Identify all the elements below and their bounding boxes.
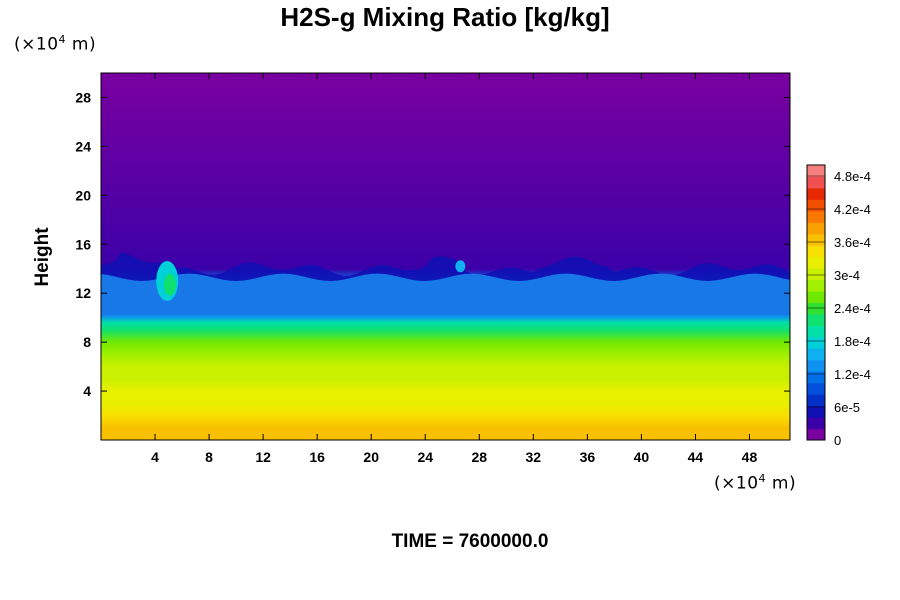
- colorbar: 0 6e-5 1.2e-4 1.8e-4 2.4e-4 3e-4 3.6e-4 4.2e-4 4…: [806, 164, 871, 448]
- colorbar-tick-label: 6e-5: [834, 400, 860, 415]
- x-tick-label: 44: [688, 449, 704, 465]
- colorbar-segment: [807, 359, 825, 372]
- colorbar-segment: [807, 382, 825, 395]
- x-tick-label: 4: [151, 449, 159, 465]
- colorbar-segment: [807, 348, 825, 361]
- x-tick-label: 12: [255, 449, 271, 465]
- y-tick-label: 28: [75, 89, 91, 105]
- y-axis-ticks: 4 8 12 16 20 24 28: [75, 89, 790, 399]
- chart-title: H2S-g Mixing Ratio [kg/kg]: [280, 2, 610, 32]
- colorbar-tick-label: 4.2e-4: [834, 202, 871, 217]
- colorbar-segment: [807, 325, 825, 338]
- y-tick-label: 20: [75, 187, 91, 203]
- colorbar-segment: [807, 279, 825, 292]
- colorbar-segment: [807, 256, 825, 269]
- mid-layer-band: [101, 273, 790, 316]
- colorbar-segment: [807, 336, 825, 349]
- colorbar-segment: [807, 210, 825, 223]
- colorbar-tick-label: 2.4e-4: [834, 301, 871, 316]
- y-tick-label: 4: [83, 383, 91, 399]
- plot-border: [100, 72, 791, 441]
- colorbar-tick-label: 1.8e-4: [834, 334, 871, 349]
- y-tick-label: 16: [75, 236, 91, 252]
- colorbar-segment: [807, 428, 825, 441]
- x-tick-label: 48: [742, 449, 758, 465]
- colorbar-segment: [807, 313, 825, 326]
- y-tick-label: 12: [75, 285, 91, 301]
- y-axis-unit: (×104 m): [14, 33, 97, 55]
- x-tick-label: 24: [417, 449, 433, 465]
- colorbar-segment: [807, 222, 825, 235]
- x-tick-label: 16: [309, 449, 325, 465]
- colorbar-segment: [807, 394, 825, 407]
- colorbar-tick-label: 3.6e-4: [834, 235, 871, 250]
- y-tick-label: 8: [83, 334, 91, 350]
- colorbar-segment: [807, 245, 825, 258]
- colorbar-segment: [807, 405, 825, 418]
- colorbar-segment: [807, 302, 825, 315]
- colorbar-segment: [807, 371, 825, 384]
- colorbar-segment: [807, 417, 825, 430]
- plume-core: [163, 273, 176, 296]
- mixing-ratio-field: [101, 73, 790, 440]
- y-tick-label: 24: [75, 138, 91, 154]
- small-plume: [455, 260, 466, 273]
- colorbar-segment: [807, 165, 825, 177]
- colorbar-tick-label: 0: [834, 433, 841, 448]
- x-tick-label: 8: [205, 449, 213, 465]
- x-tick-label: 36: [580, 449, 596, 465]
- colorbar-segment: [807, 291, 825, 303]
- plot-frame: [100, 72, 791, 441]
- colorbar-segment: [807, 176, 825, 189]
- colorbar-segment: [807, 199, 825, 212]
- colorbar-tick-label: 3e-4: [834, 268, 860, 283]
- colorbar-segment: [807, 268, 825, 281]
- colorbar-tick-label: 1.2e-4: [834, 367, 871, 382]
- colorbar-segment: [807, 187, 825, 200]
- x-tick-label: 32: [526, 449, 542, 465]
- colorbar-segment: [807, 233, 825, 246]
- time-label: TIME = 7600000.0: [391, 531, 549, 552]
- x-axis-ticks: 4 8 12 16 20 24 28 32 36 40 44 48: [151, 73, 757, 465]
- x-tick-label: 40: [634, 449, 650, 465]
- x-tick-label: 28: [471, 449, 487, 465]
- x-tick-label: 20: [363, 449, 379, 465]
- colorbar-tick-label: 4.8e-4: [834, 169, 871, 184]
- x-axis-unit: (×104 m): [714, 472, 797, 494]
